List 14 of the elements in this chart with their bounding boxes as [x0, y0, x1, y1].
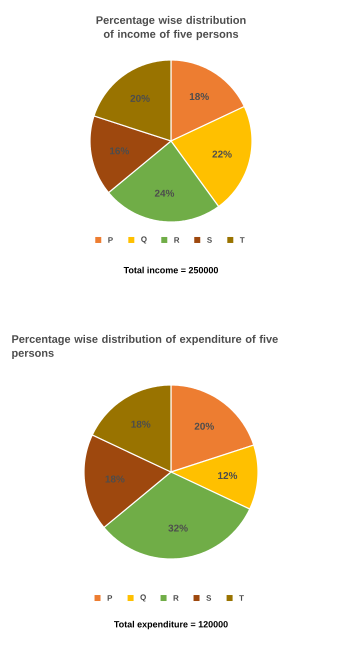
data-label: 12% [218, 472, 238, 480]
chart-title: Percentage wise distribution of expenditure of five persons [12, 334, 278, 360]
data-label: 32% [168, 524, 188, 532]
data-label: 18% [131, 420, 150, 428]
data-label: 18% [106, 476, 125, 483]
chart-title: Percentage wise distribution of income of five persons [96, 16, 246, 40]
data-label: 24% [154, 190, 174, 197]
data-label: 20% [130, 94, 150, 102]
data-label: 20% [194, 422, 214, 430]
data-label: 16% [110, 147, 130, 154]
text: Total income = 250000 [124, 266, 218, 274]
data-label: 18% [190, 93, 209, 100]
data-label: 22% [212, 150, 232, 158]
text: Total expenditure = 120000 [114, 620, 228, 630]
